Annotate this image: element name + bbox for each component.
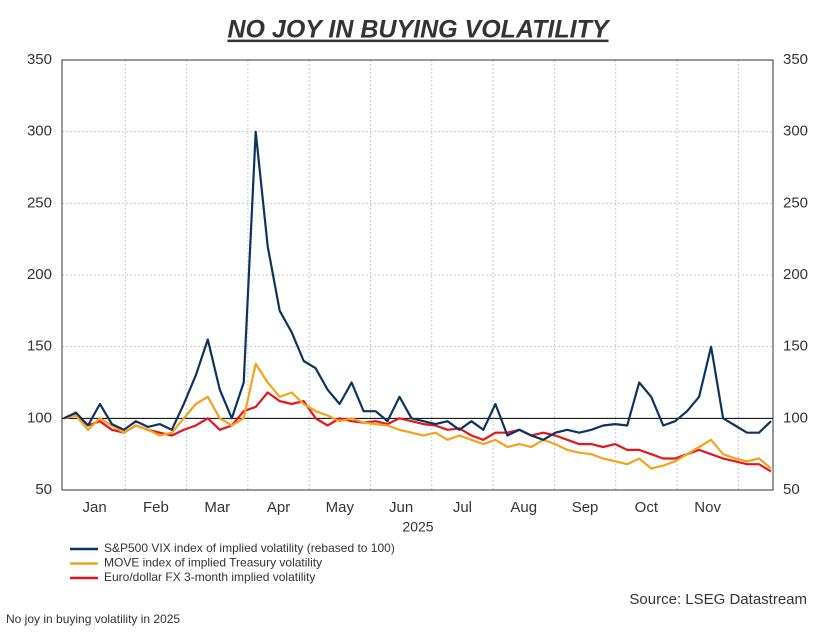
y2-tick-label: 250 xyxy=(783,194,808,211)
y2-tick-label: 300 xyxy=(783,123,808,140)
y2-tick-label: 350 xyxy=(783,51,808,68)
caption: No joy in buying volatility in 2025 xyxy=(6,612,180,626)
x-tick-label: May xyxy=(326,499,355,516)
legend-label: MOVE index of implied Treasury volatilit… xyxy=(104,556,322,570)
x-tick-label: Feb xyxy=(143,499,169,516)
chart-title: NO JOY IN BUYING VOLATILITY xyxy=(227,16,610,44)
x-axis-label: 2025 xyxy=(402,519,433,535)
series-line xyxy=(63,362,772,470)
x-tick-label: Nov xyxy=(694,499,721,516)
x-tick-label: Jan xyxy=(83,499,107,516)
x-tick-label: Oct xyxy=(635,499,659,516)
y-tick-label: 350 xyxy=(27,51,52,68)
x-tick-label: Jul xyxy=(453,499,472,516)
x-tick-label: Apr xyxy=(267,499,290,516)
series-line xyxy=(63,391,772,473)
y-tick-label: 50 xyxy=(35,481,52,498)
x-tick-label: Sep xyxy=(572,499,599,516)
x-tick-label: Aug xyxy=(510,499,537,516)
x-tick-label: Jun xyxy=(389,499,413,516)
y2-tick-label: 200 xyxy=(783,266,808,283)
legend-label: Euro/dollar FX 3-month implied volatilit… xyxy=(104,570,315,584)
x-tick-label: Mar xyxy=(204,499,230,516)
y-tick-label: 300 xyxy=(27,123,52,140)
y-tick-label: 150 xyxy=(27,338,52,355)
plot-frame xyxy=(61,59,774,491)
y2-tick-label: 150 xyxy=(783,338,808,355)
source: Source: LSEG Datastream xyxy=(629,591,807,608)
legend-label: S&P500 VIX index of implied volatility (… xyxy=(104,541,395,555)
y-tick-label: 250 xyxy=(27,194,52,211)
y-tick-label: 200 xyxy=(27,266,52,283)
y2-tick-label: 100 xyxy=(783,409,808,426)
series-line xyxy=(63,130,772,441)
y2-tick-label: 50 xyxy=(783,481,800,498)
y-tick-label: 100 xyxy=(27,409,52,426)
